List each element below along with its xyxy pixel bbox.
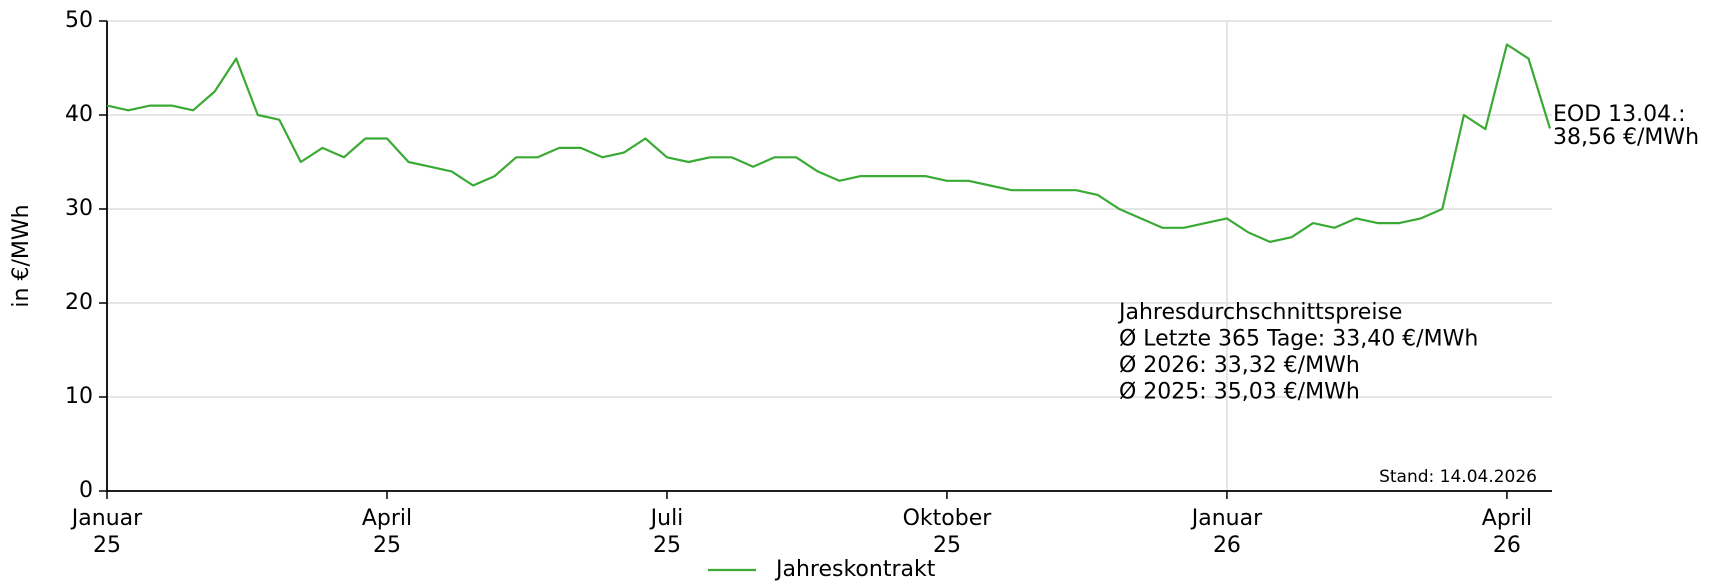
stand-note: Stand: 14.04.2026 [1379, 467, 1537, 487]
x-tick-label: April 25 [362, 506, 412, 558]
x-tick-label: Januar 26 [1190, 506, 1263, 558]
x-tick-line: 25 [373, 533, 401, 558]
y-tick-label: 20 [65, 290, 93, 315]
x-tick-line: Januar [70, 506, 143, 531]
y-axis-label: in €/MWh [9, 204, 34, 307]
y-tick-label: 50 [65, 8, 93, 33]
x-tick-line: April [362, 506, 412, 531]
eod-value: 38,56 €/MWh [1553, 125, 1699, 150]
stats-line: Ø 2025: 35,03 €/MWh [1119, 380, 1360, 405]
stats-line: Ø 2026: 33,32 €/MWh [1119, 353, 1360, 378]
x-tick-line: Oktober [903, 506, 993, 531]
stats-line: Ø Letzte 365 Tage: 33,40 €/MWh [1119, 327, 1478, 352]
eod-label: EOD 13.04.: [1553, 102, 1686, 127]
y-tick-label: 10 [65, 384, 93, 409]
y-tick-label: 30 [65, 196, 93, 221]
y-tick-label: 40 [65, 102, 93, 127]
x-tick-label: Juli 25 [649, 506, 684, 558]
x-tick-label: Januar 25 [70, 506, 143, 558]
x-tick-line: 25 [653, 533, 681, 558]
x-tick-line: Januar [1190, 506, 1263, 531]
x-tick-label: April 26 [1482, 506, 1532, 558]
x-tick-label: Oktober 25 [903, 506, 993, 558]
x-tick-line: 25 [933, 533, 961, 558]
x-tick-line: 25 [93, 533, 121, 558]
line [106, 43, 1552, 243]
legend-label: Jahreskontrakt [774, 557, 936, 582]
stats-line: Jahresdurchschnittspreise [1117, 300, 1402, 325]
y-tick-label: 0 [79, 478, 93, 503]
x-tick-line: Juli [649, 506, 684, 531]
x-tick-line: 26 [1493, 533, 1521, 558]
x-tick-line: 26 [1213, 533, 1241, 558]
x-tick-line: April [1482, 506, 1532, 531]
